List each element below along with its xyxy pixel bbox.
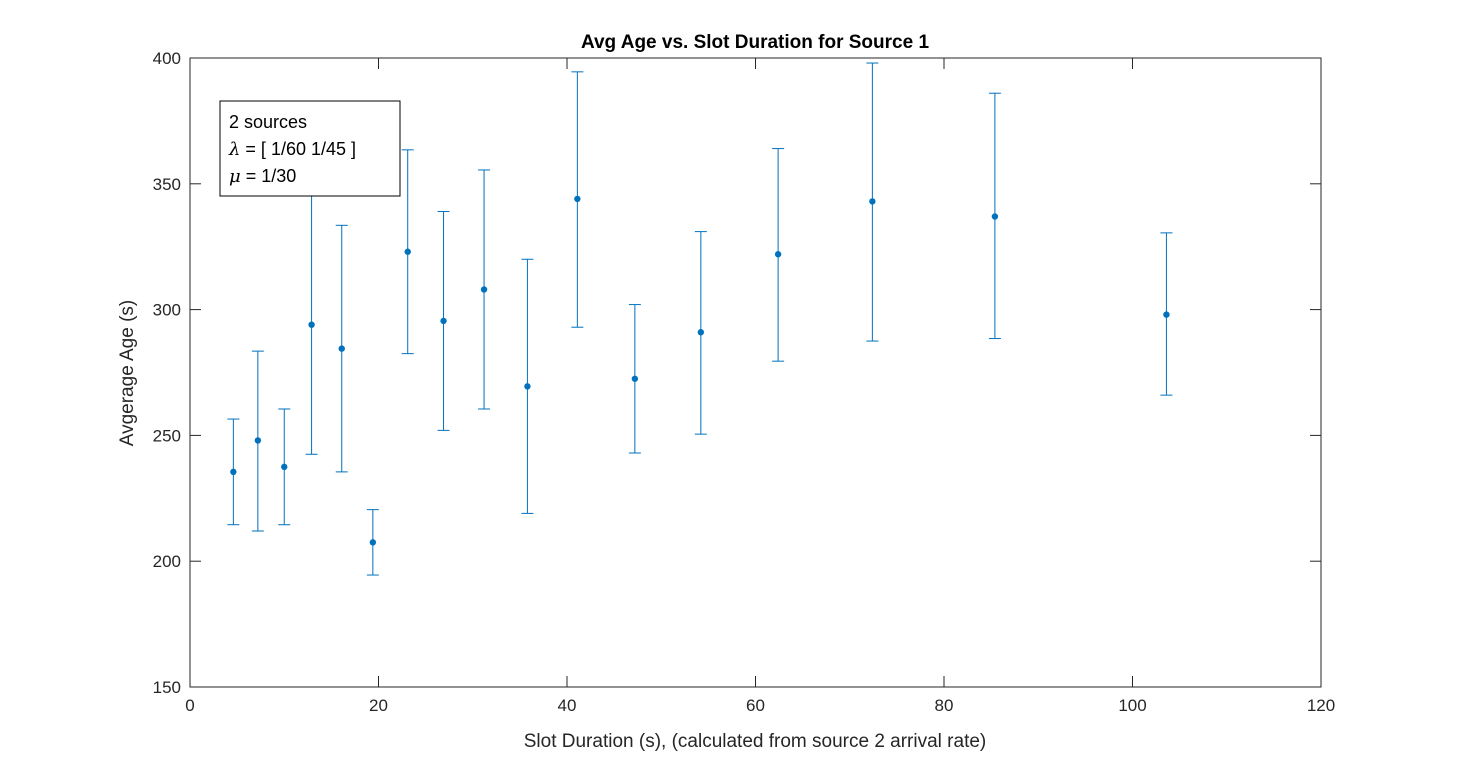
- y-tick-label: 350: [153, 175, 181, 194]
- data-point: [440, 317, 447, 325]
- annotation-line-sources: 2 sources: [229, 112, 307, 132]
- y-axis-label: Avgerage Age (s): [117, 300, 138, 446]
- x-tick-label: 120: [1307, 696, 1335, 715]
- y-tick-label: 200: [153, 552, 181, 571]
- mu-symbol: μ: [229, 166, 241, 187]
- data-point: [254, 437, 262, 444]
- error-bar-point: [366, 509, 379, 576]
- data-point: [404, 248, 411, 255]
- error-bar-point: [401, 149, 414, 355]
- lambda-symbol: λ: [228, 139, 240, 160]
- y-tick-label: 400: [153, 49, 181, 68]
- axis-ticks: 0 20 40 60 80 100 120 150 200 250 300 350 400: [153, 49, 1336, 715]
- error-bar-point: [521, 258, 534, 514]
- error-bar-point: [988, 92, 1001, 340]
- y-tick-label: 300: [153, 301, 181, 320]
- y-tick-label: 150: [153, 678, 181, 697]
- data-point: [697, 329, 705, 336]
- data-point: [281, 463, 288, 471]
- x-axis-label: Slot Duration (s), (calculated from sour…: [524, 731, 987, 752]
- error-bar-point: [305, 194, 318, 455]
- data-point: [308, 321, 315, 328]
- error-bar-point: [278, 408, 291, 526]
- error-bar-point: [694, 231, 707, 435]
- x-tick-label: 20: [369, 696, 388, 715]
- error-bar-point: [1160, 232, 1173, 396]
- error-bar-point: [628, 304, 641, 454]
- data-point: [1163, 311, 1170, 318]
- error-bar-point: [335, 224, 348, 473]
- data-point: [869, 198, 876, 205]
- annotation-line-mu: μ = 1/30: [229, 166, 296, 187]
- x-tick-label: 0: [185, 696, 194, 715]
- data-point: [991, 213, 999, 220]
- data-point: [480, 286, 488, 293]
- data-point: [230, 468, 237, 476]
- error-bar-point: [251, 350, 264, 532]
- error-bar-point: [437, 210, 450, 431]
- x-tick-label: 80: [935, 696, 954, 715]
- chart-title: Avg Age vs. Slot Duration for Source 1: [581, 32, 929, 53]
- error-bar-point: [772, 148, 785, 362]
- data-point: [369, 539, 377, 546]
- data-point: [574, 195, 581, 203]
- data-point: [524, 383, 531, 390]
- error-bar-point: [227, 418, 240, 526]
- data-point: [631, 375, 639, 382]
- annotation-line-lambda: λ = [ 1/60 1/45 ]: [228, 139, 356, 160]
- error-bar-point: [478, 169, 491, 410]
- data-point: [338, 345, 345, 352]
- error-bar-point: [571, 71, 584, 328]
- mu-values: = 1/30: [241, 166, 297, 186]
- lambda-values: = [ 1/60 1/45 ]: [240, 139, 356, 159]
- x-tick-label: 60: [746, 696, 765, 715]
- data-point: [774, 251, 782, 258]
- error-bar-point: [866, 62, 879, 342]
- y-tick-label: 250: [153, 426, 181, 445]
- annotation-box: 2 sources λ = [ 1/60 1/45 ] μ = 1/30: [219, 100, 401, 197]
- plot-area: [227, 62, 1173, 576]
- x-tick-label: 100: [1118, 696, 1146, 715]
- x-tick-label: 40: [558, 696, 577, 715]
